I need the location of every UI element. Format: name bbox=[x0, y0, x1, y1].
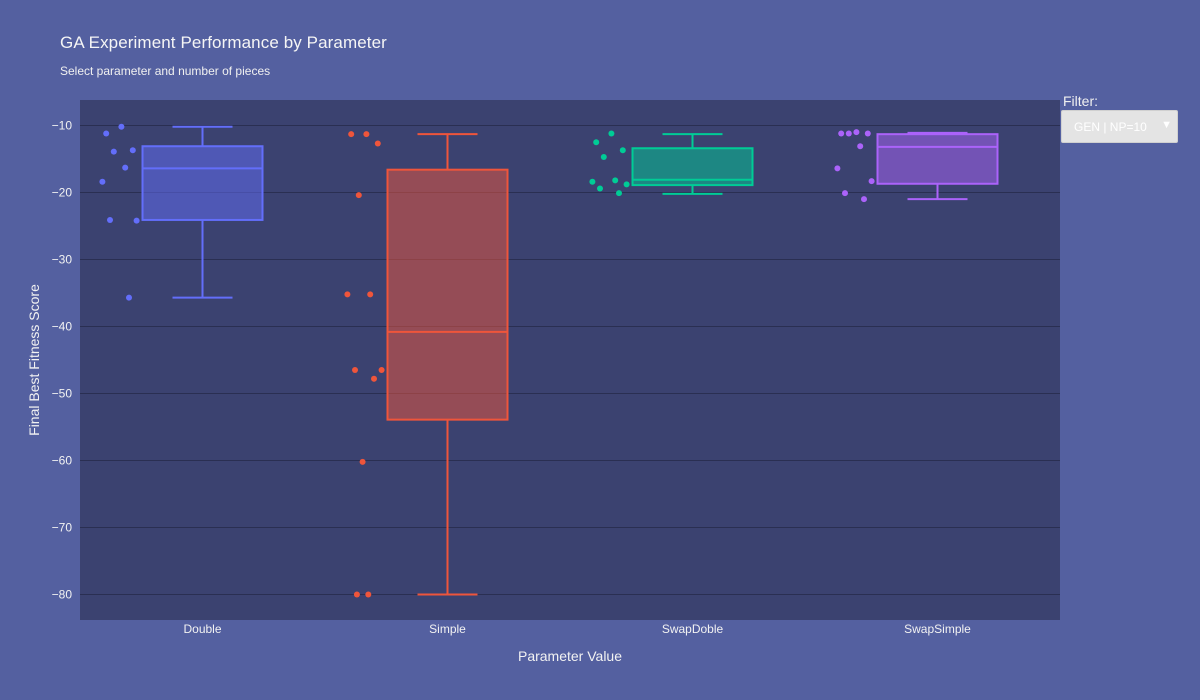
y-tick-label: −10 bbox=[52, 118, 73, 132]
filter-selected-value: GEN | NP=10 bbox=[1074, 120, 1147, 134]
data-point[interactable] bbox=[355, 192, 362, 199]
box-swapsimple[interactable] bbox=[876, 133, 999, 185]
y-tick-label: −50 bbox=[52, 387, 73, 401]
data-point[interactable] bbox=[359, 458, 366, 465]
y-tick-label: −70 bbox=[52, 521, 73, 535]
y-axis-title: Final Best Fitness Score bbox=[26, 284, 42, 436]
data-point[interactable] bbox=[868, 178, 875, 185]
data-point[interactable] bbox=[103, 130, 110, 137]
data-point[interactable] bbox=[619, 147, 626, 154]
data-point[interactable] bbox=[352, 367, 358, 374]
data-point[interactable] bbox=[107, 216, 113, 223]
data-point[interactable] bbox=[371, 375, 377, 382]
data-point[interactable] bbox=[608, 130, 615, 137]
x-tick-label: SwapDoble bbox=[662, 622, 724, 636]
y-tick-label: −20 bbox=[52, 185, 73, 199]
data-point[interactable] bbox=[589, 178, 596, 185]
data-point[interactable] bbox=[597, 185, 603, 192]
data-point[interactable] bbox=[133, 217, 140, 224]
data-point[interactable] bbox=[857, 143, 864, 150]
data-point[interactable] bbox=[834, 165, 841, 172]
y-tick-label: −60 bbox=[52, 454, 73, 468]
x-tick-label: Simple bbox=[429, 622, 466, 636]
data-point[interactable] bbox=[838, 130, 845, 137]
data-point[interactable] bbox=[842, 190, 848, 197]
box-simple[interactable] bbox=[386, 168, 509, 421]
data-point[interactable] bbox=[864, 130, 871, 137]
x-tick-label: Double bbox=[183, 622, 221, 636]
chevron-down-icon: ▼ bbox=[1161, 119, 1172, 131]
data-point[interactable] bbox=[861, 196, 867, 203]
data-point[interactable] bbox=[845, 130, 852, 137]
data-point[interactable] bbox=[110, 148, 117, 155]
y-tick-label: −80 bbox=[52, 588, 73, 602]
y-tick-label: −30 bbox=[52, 252, 73, 266]
filter-label: Filter: bbox=[1063, 93, 1098, 109]
data-point[interactable] bbox=[600, 153, 607, 160]
data-point[interactable] bbox=[378, 367, 385, 374]
data-point[interactable] bbox=[126, 294, 132, 301]
data-point[interactable] bbox=[374, 140, 381, 147]
filter-dropdown[interactable]: GEN | NP=10 ▼ bbox=[1061, 110, 1178, 143]
data-point[interactable] bbox=[344, 291, 351, 298]
data-point[interactable] bbox=[593, 139, 600, 146]
data-point[interactable] bbox=[623, 181, 630, 188]
data-point[interactable] bbox=[129, 147, 136, 154]
data-point[interactable] bbox=[353, 591, 360, 598]
data-point[interactable] bbox=[122, 164, 129, 171]
data-point[interactable] bbox=[365, 591, 372, 598]
chart-subtitle: Select parameter and number of pieces bbox=[60, 64, 271, 78]
data-point[interactable] bbox=[348, 131, 355, 138]
data-point[interactable] bbox=[612, 177, 619, 184]
x-axis-title: Parameter Value bbox=[518, 648, 622, 664]
box-double[interactable] bbox=[141, 145, 264, 221]
data-point[interactable] bbox=[616, 190, 622, 197]
data-point[interactable] bbox=[853, 129, 860, 136]
chart-title: GA Experiment Performance by Parameter bbox=[60, 33, 387, 52]
y-tick-label: −40 bbox=[52, 319, 73, 333]
data-point[interactable] bbox=[99, 178, 106, 185]
data-point[interactable] bbox=[118, 123, 125, 130]
data-point[interactable] bbox=[367, 291, 374, 298]
x-tick-label: SwapSimple bbox=[904, 622, 971, 636]
data-point[interactable] bbox=[363, 131, 370, 138]
